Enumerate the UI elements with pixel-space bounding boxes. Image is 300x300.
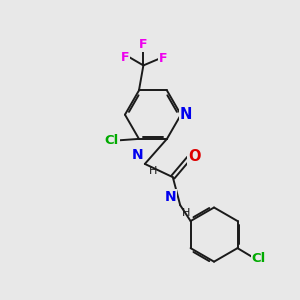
Text: Cl: Cl [252,252,266,265]
Text: H: H [182,208,190,218]
Text: F: F [139,38,148,51]
Text: O: O [188,149,201,164]
Text: Cl: Cl [105,134,119,147]
Text: N: N [165,190,177,204]
Text: H: H [148,166,157,176]
Text: F: F [121,51,129,64]
Text: F: F [159,52,167,65]
Text: N: N [132,148,143,162]
Text: N: N [180,107,192,122]
